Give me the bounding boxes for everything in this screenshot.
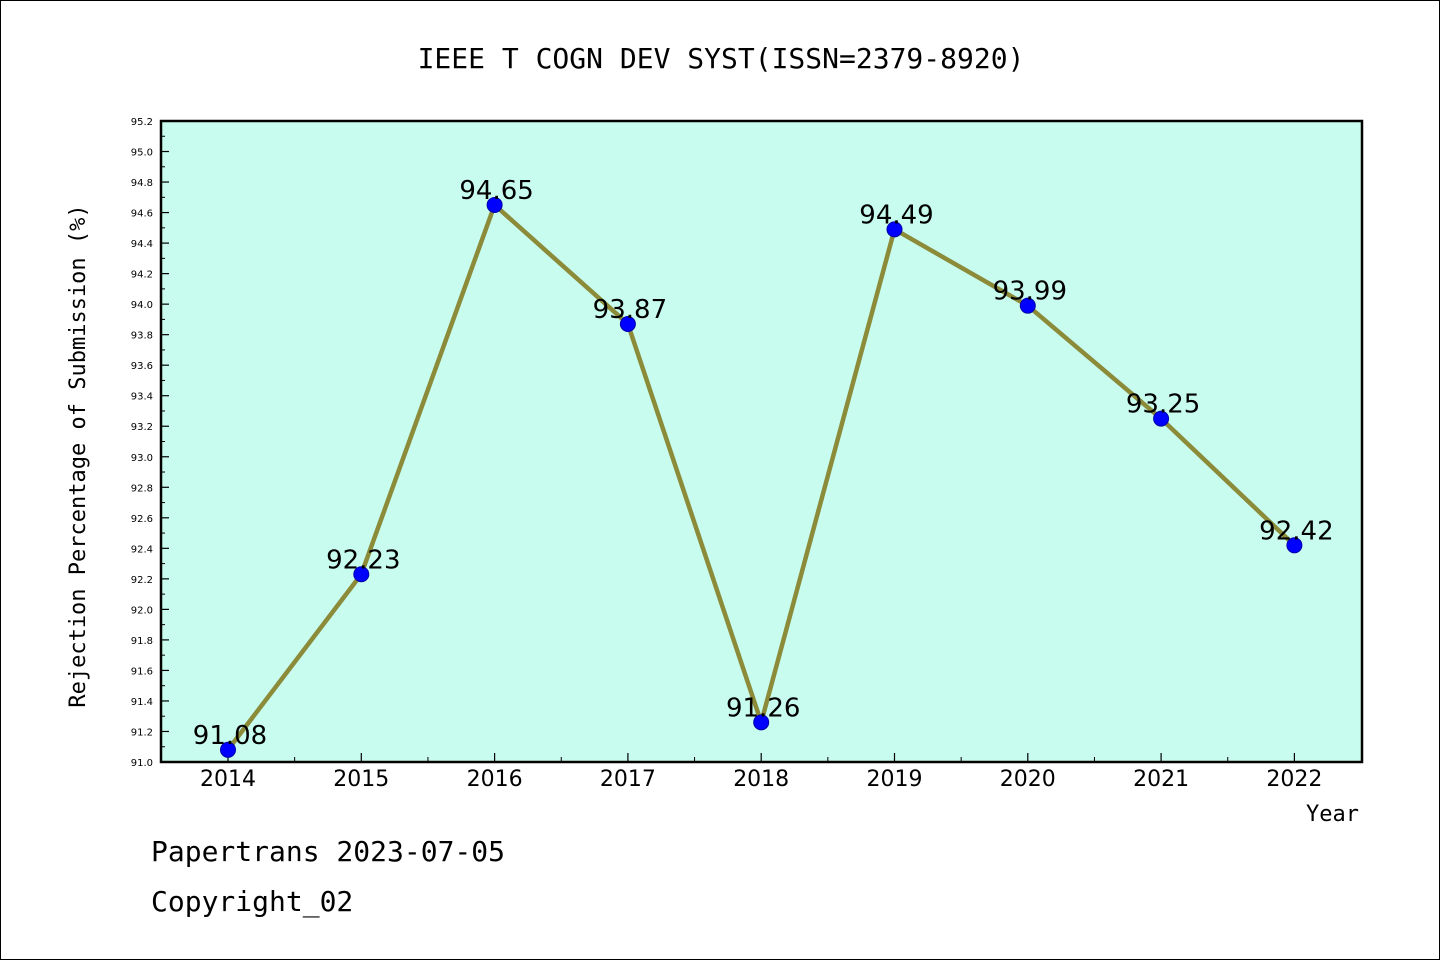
y-tick-label: 92.2 bbox=[131, 575, 153, 586]
x-tick-label: 2020 bbox=[1000, 767, 1056, 792]
x-tick-label: 2022 bbox=[1266, 767, 1322, 792]
data-label: 92.23 bbox=[326, 545, 400, 575]
footer-copyright: Copyright_02 bbox=[151, 885, 354, 918]
y-tick-label: 93.6 bbox=[131, 361, 153, 372]
data-labels: 91.08 92.23 94.65 93.87 91.26 94.49 93.99 93.25… bbox=[193, 176, 1334, 751]
data-label: 94.49 bbox=[859, 200, 933, 230]
y-tick-label: 91.2 bbox=[131, 727, 153, 738]
x-tick-label: 2017 bbox=[600, 767, 656, 792]
y-tick-label: 92.0 bbox=[131, 605, 153, 616]
y-tick-label: 92.6 bbox=[131, 514, 153, 525]
y-tick-label: 91.8 bbox=[131, 636, 153, 647]
footer-date: Papertrans 2023-07-05 bbox=[151, 835, 506, 868]
y-tick-label: 94.0 bbox=[131, 300, 153, 311]
data-label: 93.99 bbox=[993, 277, 1067, 307]
data-label: 91.26 bbox=[726, 693, 800, 723]
x-tick-label: 2018 bbox=[733, 767, 789, 792]
data-label: 92.42 bbox=[1259, 516, 1333, 546]
x-tick-label: 2019 bbox=[867, 767, 923, 792]
x-tick-label: 2016 bbox=[467, 767, 523, 792]
y-tick-label: 93.4 bbox=[131, 392, 153, 403]
data-label: 93.25 bbox=[1126, 390, 1200, 420]
data-point bbox=[619, 315, 636, 332]
y-tick-label: 94.2 bbox=[131, 270, 153, 281]
x-axis-label: Year bbox=[1306, 802, 1359, 827]
data-series bbox=[220, 196, 1303, 758]
y-tick-label: 95.0 bbox=[131, 148, 153, 159]
chart-title: IEEE T COGN DEV SYST(ISSN=2379-8920) bbox=[418, 42, 1025, 75]
y-tick-label: 95.2 bbox=[131, 117, 153, 128]
data-label: 94.65 bbox=[459, 176, 533, 206]
y-tick-label: 94.6 bbox=[131, 209, 153, 220]
data-point bbox=[1286, 537, 1303, 554]
y-tick-label: 91.0 bbox=[131, 758, 153, 769]
data-point bbox=[220, 741, 236, 758]
y-tick-label: 92.4 bbox=[131, 544, 153, 555]
x-axis: 2014 2015 2016 2017 2018 2019 2020 2021 2022 bbox=[200, 753, 1322, 792]
y-tick-label: 92.8 bbox=[131, 483, 153, 494]
x-tick-label: 2021 bbox=[1133, 767, 1189, 792]
data-point bbox=[1019, 297, 1036, 314]
y-axis: 91.0 91.2 91.4 91.6 91.8 92.0 92.2 92.4 92.6 92.8… bbox=[131, 117, 169, 769]
y-tick-label: 94.4 bbox=[131, 239, 153, 250]
data-point bbox=[753, 714, 770, 731]
data-point bbox=[886, 221, 903, 238]
y-tick-label: 93.0 bbox=[131, 453, 153, 464]
data-label: 93.87 bbox=[593, 295, 667, 325]
y-tick-label: 94.8 bbox=[131, 178, 153, 189]
data-point bbox=[1153, 410, 1170, 427]
y-axis-label: Rejection Percentage of Submission (%) bbox=[66, 204, 91, 707]
x-tick-label: 2014 bbox=[200, 767, 256, 792]
data-point bbox=[486, 196, 503, 213]
y-tick-label: 93.2 bbox=[131, 422, 153, 433]
data-point bbox=[353, 566, 370, 583]
plot-area bbox=[159, 119, 1364, 764]
y-tick-label: 91.4 bbox=[131, 697, 153, 708]
data-label: 91.08 bbox=[193, 721, 267, 751]
y-tick-label: 93.8 bbox=[131, 331, 153, 342]
x-tick-label: 2015 bbox=[333, 767, 389, 792]
y-tick-label: 91.6 bbox=[131, 666, 153, 677]
